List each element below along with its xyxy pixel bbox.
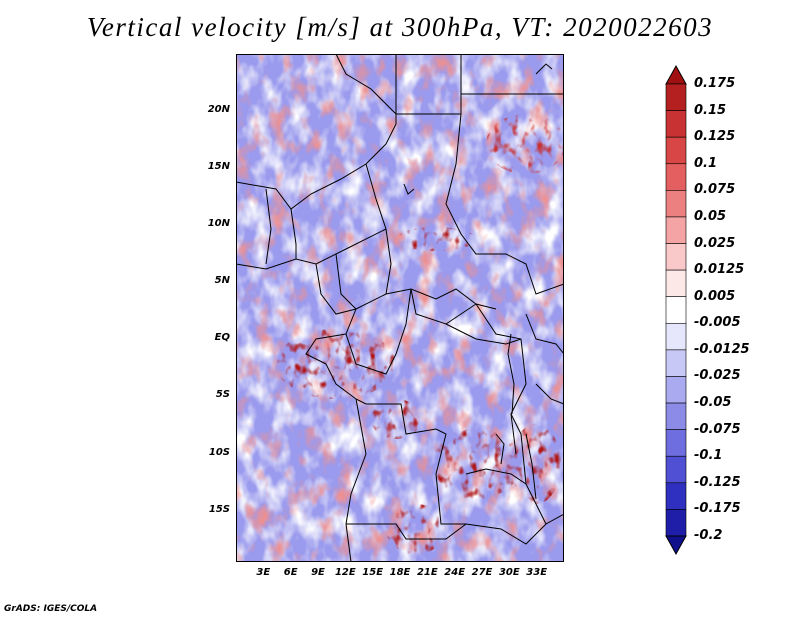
colorbar-segment: [665, 376, 687, 404]
map-title: Vertical velocity [m/s] at 300hPa, VT: 2…: [86, 12, 714, 42]
colorbar-segment: [665, 163, 687, 191]
lon-tick-label: 24E: [444, 567, 466, 578]
lon-tick-label: 15E: [362, 567, 384, 578]
colorbar-segment: [665, 269, 687, 298]
lat-tick-label: 20N: [207, 104, 230, 116]
colorbar-tick-label: -0.2: [694, 528, 723, 543]
colorbar-tick-label: 0.0125: [694, 262, 745, 278]
colorbar-segment: [665, 322, 687, 351]
colorbar-tick-label: 0.125: [694, 129, 736, 145]
map-panel: [235, 53, 566, 563]
colorbar-tick-label: 0.1: [694, 155, 718, 171]
colorbar-segment: [665, 110, 687, 138]
colorbar-tick-label: 0.005: [694, 288, 736, 304]
grads-credit: GrADS: IGES/COLA: [4, 604, 98, 614]
lon-tick-label: 21E: [416, 567, 438, 578]
colorbar-tick-label: -0.025: [694, 368, 741, 384]
colorbar-tick-label: -0.1: [694, 448, 723, 464]
lon-tick-label: 3E: [256, 567, 271, 578]
colorbar: [665, 64, 687, 556]
colorbar-tick-label: -0.075: [694, 421, 741, 437]
lat-tick-label: 15N: [207, 161, 230, 173]
colorbar-segment: [665, 190, 687, 218]
colorbar-segment: [665, 455, 687, 484]
lon-tick-label: 18E: [389, 567, 411, 578]
colorbar-tick-label: -0.05: [694, 395, 732, 411]
colorbar-segment: [665, 482, 687, 510]
colorbar-tick-label: 0.15: [694, 102, 727, 118]
lat-tick-label: 10S: [208, 446, 230, 458]
colorbar-tick-label: 0.05: [694, 208, 727, 224]
colorbar-segment: [665, 349, 687, 377]
colorbar-tick-label: -0.125: [694, 474, 741, 490]
colorbar-segment: [665, 216, 687, 244]
lon-tick-label: 9E: [311, 567, 325, 578]
lat-tick-label: EQ: [214, 332, 230, 344]
colorbar-tick-label: 0.075: [694, 182, 736, 198]
colorbar-tick-label: -0.175: [694, 501, 741, 517]
lat-tick-label: 5N: [214, 275, 230, 287]
lat-tick-label: 15S: [208, 503, 230, 515]
colorbar-segment: [665, 509, 687, 537]
country-borders: [235, 53, 565, 563]
colorbar-segment: [665, 243, 687, 271]
lon-tick-label: 33E: [526, 567, 548, 578]
colorbar-min-arrow: [665, 535, 687, 556]
lon-tick-label: 6E: [283, 567, 298, 578]
colorbar-segment: [665, 136, 687, 165]
lat-tick-label: 5S: [215, 389, 230, 401]
colorbar-tick-label: -0.005: [694, 315, 741, 331]
colorbar-max-arrow: [665, 64, 687, 85]
colorbar-tick-label: 0.025: [694, 235, 736, 251]
colorbar-segment: [665, 83, 687, 111]
colorbar-segment: [665, 429, 687, 457]
field-strong-ascent: [276, 114, 566, 554]
lat-tick-label: 10N: [207, 218, 230, 230]
vertical-velocity-field: [235, 53, 566, 563]
colorbar-tick-label: 0.175: [694, 76, 736, 91]
lon-tick-label: 27E: [471, 567, 493, 578]
colorbar-tick-label: -0.0125: [694, 341, 750, 357]
colorbar-segment: [665, 296, 687, 324]
colorbar-segment: [665, 402, 687, 430]
map-frame: [236, 54, 564, 562]
lon-tick-label: 12E: [334, 567, 356, 578]
lon-tick-label: 30E: [498, 567, 520, 578]
